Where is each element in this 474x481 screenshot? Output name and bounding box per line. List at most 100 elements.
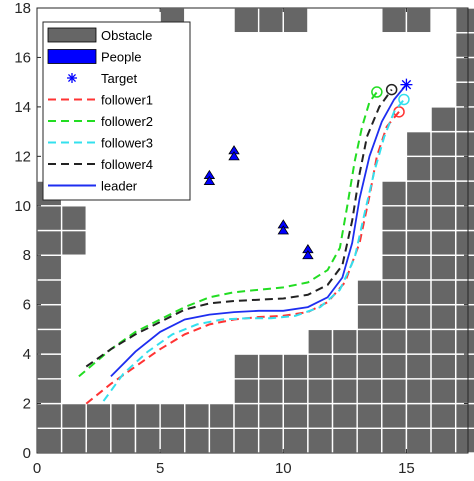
obstacle-cell — [307, 427, 334, 454]
obstacle-cell — [110, 427, 137, 454]
obstacle-cell — [454, 229, 474, 256]
obstacle-cell — [381, 205, 408, 232]
obstacle-cell — [454, 155, 474, 182]
obstacle-cell — [381, 279, 408, 306]
obstacle-cell — [430, 279, 457, 306]
obstacle-cell — [282, 7, 309, 34]
obstacle-cell — [405, 7, 432, 34]
obstacle-cell — [454, 279, 474, 306]
series-follower1 — [85, 111, 400, 405]
obstacle-cell — [454, 402, 474, 429]
obstacle-cell — [85, 427, 112, 454]
obstacle-cell — [110, 402, 137, 429]
obstacle-cell — [381, 229, 408, 256]
obstacle-cell — [208, 402, 235, 429]
obstacle-cell — [257, 378, 284, 405]
plot-frame — [36, 7, 469, 454]
obstacle-cell — [356, 353, 383, 380]
x-tick-label: 10 — [275, 460, 292, 477]
people-layer — [203, 145, 314, 260]
obstacle-layer — [36, 7, 474, 454]
obstacle-cell — [454, 378, 474, 405]
obstacle-cell — [405, 378, 432, 405]
obstacle-cell — [405, 155, 432, 182]
person-marker — [228, 151, 240, 161]
legend-item-follower2: follower2 — [48, 114, 153, 129]
legend-item-follower3: follower3 — [48, 136, 153, 151]
obstacle-cell — [85, 402, 112, 429]
legend-item-follower1: follower1 — [48, 93, 153, 108]
obstacle-cell — [405, 303, 432, 331]
obstacle-cell — [134, 427, 161, 454]
obstacle-cell — [60, 427, 87, 454]
obstacle-cell — [36, 205, 63, 232]
obstacle-cell — [454, 254, 474, 281]
obstacle-cell — [454, 130, 474, 158]
obstacle-cell — [405, 328, 432, 355]
obstacle-cell — [454, 7, 474, 34]
obstacle-cell — [307, 328, 334, 355]
y-tick-label: 6 — [23, 297, 31, 314]
obstacle-cell — [405, 427, 432, 454]
obstacle-cell — [331, 353, 358, 380]
obstacle-cell — [282, 353, 309, 380]
y-tick-label: 10 — [14, 198, 31, 215]
legend-swatch — [47, 49, 97, 64]
obstacle-cell — [307, 402, 334, 429]
end-marker-follower3 — [398, 93, 410, 106]
obstacle-cell — [233, 402, 260, 429]
obstacle-cell — [233, 7, 260, 34]
obstacle-cell — [331, 427, 358, 454]
obstacle-cell — [430, 155, 457, 182]
obstacle-cell — [430, 254, 457, 281]
obstacle-cell — [257, 427, 284, 454]
obstacle-cell — [430, 427, 457, 454]
y-tick-label: 14 — [14, 99, 31, 116]
obstacle-cell — [430, 402, 457, 429]
legend-label: follower1 — [101, 93, 153, 108]
y-tick-label: 2 — [23, 396, 31, 413]
obstacle-cell — [454, 353, 474, 380]
legend-label: follower4 — [101, 157, 153, 172]
series-layer — [78, 83, 410, 405]
obstacle-cell — [356, 378, 383, 405]
obstacle-cell — [454, 106, 474, 133]
obstacle-cell — [430, 328, 457, 355]
legend-label: Obstacle — [101, 28, 152, 43]
obstacle-cell — [159, 427, 186, 454]
obstacle-cell — [430, 353, 457, 380]
obstacle-cell — [134, 402, 161, 429]
target-layer — [400, 78, 413, 91]
person-marker — [277, 225, 290, 235]
obstacle-cell — [356, 303, 383, 331]
obstacle-cell — [454, 303, 474, 331]
obstacle-cell — [60, 402, 87, 429]
obstacle-cell — [454, 205, 474, 232]
obstacle-cell — [405, 205, 432, 232]
obstacle-cell — [356, 402, 383, 429]
legend-label: follower3 — [101, 136, 153, 151]
obstacle-cell — [282, 378, 309, 405]
obstacle-cell — [381, 180, 408, 207]
obstacle-cell — [430, 180, 457, 207]
legend-label: People — [101, 50, 141, 65]
y-tick-label: 4 — [23, 346, 31, 363]
y-tick-label: 16 — [14, 49, 31, 66]
series-follower2 — [78, 91, 378, 378]
y-tick-label: 0 — [23, 445, 31, 462]
obstacle-cell — [430, 378, 457, 405]
obstacle-cell — [36, 254, 63, 281]
obstacle-cell — [307, 353, 334, 380]
obstacle-cell — [282, 427, 309, 454]
obstacle-cell — [405, 229, 432, 256]
obstacle-cell — [331, 328, 358, 355]
legend-item-obstacle: Obstacle — [47, 27, 152, 43]
series-leader — [110, 84, 408, 378]
target-marker — [400, 78, 413, 91]
legend-label: Target — [101, 71, 138, 86]
obstacle-cell — [36, 279, 63, 306]
obstacle-cell — [257, 7, 284, 34]
obstacle-cell — [430, 106, 457, 133]
obstacle-cell — [405, 353, 432, 380]
legend-item-target: Target — [67, 71, 138, 86]
